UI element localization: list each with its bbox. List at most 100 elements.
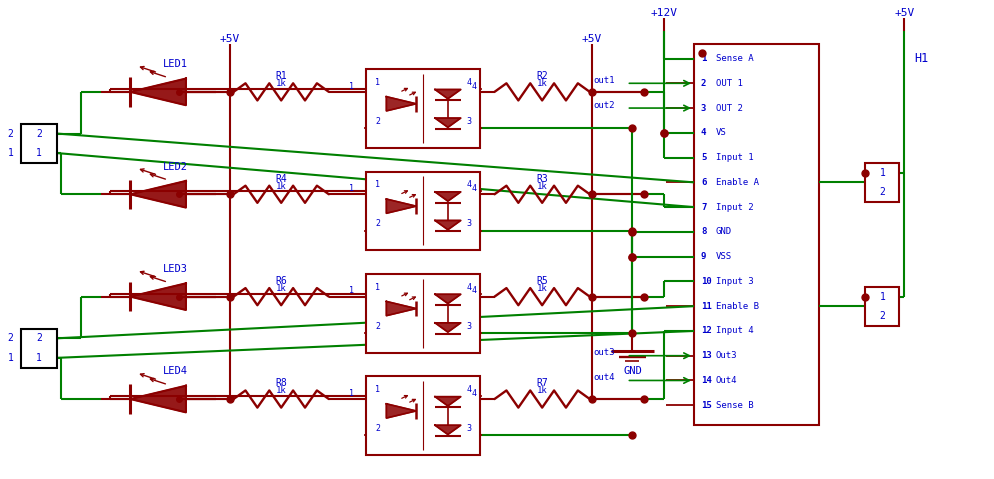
Bar: [366, 69, 480, 148]
Text: GND: GND: [622, 366, 641, 376]
Polygon shape: [434, 192, 460, 201]
Polygon shape: [130, 181, 186, 207]
Text: 14: 14: [700, 376, 711, 385]
Text: OUT 1: OUT 1: [715, 79, 742, 88]
Text: 1: 1: [348, 81, 353, 91]
Text: OUT 2: OUT 2: [715, 103, 742, 113]
Text: Input 1: Input 1: [715, 153, 752, 162]
Text: 1: 1: [375, 180, 380, 189]
Polygon shape: [434, 425, 460, 434]
Text: 15: 15: [700, 401, 711, 410]
Text: 1: 1: [375, 78, 380, 87]
Text: 2: 2: [375, 322, 380, 331]
Text: Sense B: Sense B: [715, 401, 752, 410]
Text: 1k: 1k: [275, 387, 286, 396]
Text: 1k: 1k: [275, 284, 286, 293]
Text: 5: 5: [700, 153, 706, 162]
Text: 1: 1: [348, 184, 353, 193]
Text: 3: 3: [466, 424, 471, 433]
Text: 1k: 1k: [536, 284, 547, 293]
Text: 4: 4: [466, 180, 471, 189]
Text: 3: 3: [466, 322, 471, 331]
Text: 1: 1: [36, 148, 42, 158]
Text: +5V: +5V: [220, 34, 240, 45]
Text: +12V: +12V: [650, 8, 677, 18]
Polygon shape: [386, 404, 415, 418]
Text: 1k: 1k: [536, 182, 547, 191]
Polygon shape: [434, 90, 460, 99]
Text: R3: R3: [536, 173, 548, 183]
Polygon shape: [130, 283, 186, 310]
Text: 6: 6: [700, 178, 706, 187]
Text: Out4: Out4: [715, 376, 737, 385]
Bar: [21, 329, 57, 367]
Text: 3: 3: [466, 219, 471, 228]
Polygon shape: [386, 301, 415, 316]
Text: 4: 4: [700, 128, 706, 137]
Text: R6: R6: [275, 276, 287, 286]
Text: 1k: 1k: [275, 182, 286, 191]
Polygon shape: [130, 79, 186, 105]
Polygon shape: [434, 397, 460, 406]
Text: 4: 4: [471, 184, 476, 193]
Text: 1: 1: [375, 283, 380, 292]
Polygon shape: [130, 386, 186, 412]
Text: 1: 1: [879, 168, 885, 178]
Text: 2: 2: [36, 333, 42, 343]
Text: 1: 1: [7, 353, 13, 363]
Polygon shape: [386, 97, 415, 111]
Text: 2: 2: [375, 219, 380, 228]
Polygon shape: [434, 118, 460, 127]
Text: R5: R5: [536, 276, 548, 286]
Text: Enable B: Enable B: [715, 302, 758, 311]
Text: 2: 2: [7, 128, 13, 138]
Text: 1: 1: [7, 148, 13, 158]
Text: 9: 9: [700, 252, 706, 261]
Polygon shape: [386, 199, 415, 213]
Bar: [366, 274, 480, 353]
Text: 1: 1: [36, 353, 42, 363]
Text: LED2: LED2: [163, 161, 188, 171]
Text: +5V: +5V: [894, 8, 913, 18]
Text: 2: 2: [879, 187, 885, 197]
Text: 1k: 1k: [536, 387, 547, 396]
Text: 12: 12: [700, 326, 711, 335]
Text: 8: 8: [700, 228, 706, 236]
Text: VSS: VSS: [715, 252, 732, 261]
Text: LED3: LED3: [163, 264, 188, 274]
Bar: [366, 171, 480, 250]
Text: 2: 2: [879, 311, 885, 321]
Text: out2: out2: [592, 101, 614, 110]
Text: out4: out4: [592, 373, 614, 382]
Bar: [366, 376, 480, 455]
Text: LED1: LED1: [163, 59, 188, 69]
Text: VS: VS: [715, 128, 726, 137]
Text: 4: 4: [466, 78, 471, 87]
Text: 1k: 1k: [275, 80, 286, 88]
Text: 4: 4: [471, 389, 476, 398]
Text: R4: R4: [275, 173, 287, 183]
Text: 4: 4: [466, 283, 471, 292]
Text: 1: 1: [375, 385, 380, 394]
Text: 7: 7: [700, 203, 706, 212]
Text: H1: H1: [913, 52, 927, 65]
Text: 1: 1: [700, 54, 706, 63]
Text: 2: 2: [36, 128, 42, 138]
Text: Out3: Out3: [715, 351, 737, 360]
Text: Sense A: Sense A: [715, 54, 752, 63]
Polygon shape: [434, 294, 460, 304]
Text: 2: 2: [700, 79, 706, 88]
Text: 2: 2: [7, 333, 13, 343]
Text: Input 2: Input 2: [715, 203, 752, 212]
Bar: [864, 286, 899, 326]
Text: 2: 2: [375, 424, 380, 433]
Text: R7: R7: [536, 378, 548, 388]
Text: R8: R8: [275, 378, 287, 388]
Bar: [693, 44, 818, 425]
Text: 1: 1: [348, 286, 353, 296]
Text: 4: 4: [471, 81, 476, 91]
Text: R1: R1: [275, 71, 287, 81]
Bar: [21, 124, 57, 163]
Text: Input 3: Input 3: [715, 277, 752, 286]
Polygon shape: [434, 323, 460, 332]
